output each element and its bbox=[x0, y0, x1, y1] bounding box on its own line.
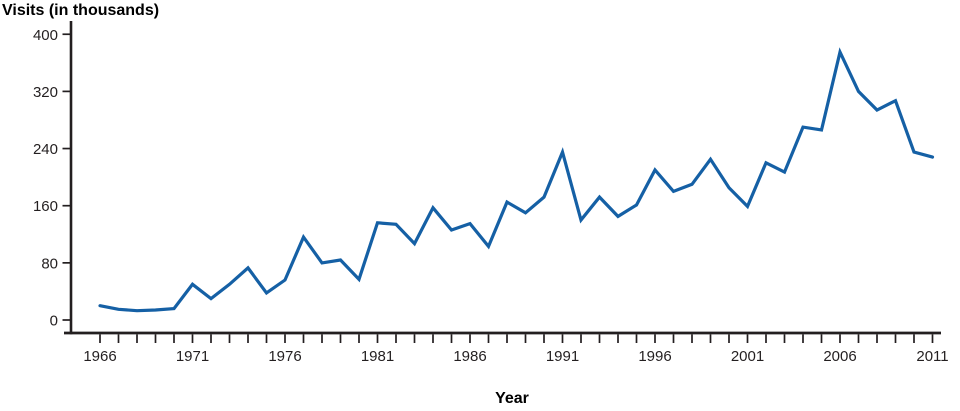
x-tick-label: 1991 bbox=[546, 348, 579, 365]
y-tick-label: 80 bbox=[41, 255, 58, 272]
x-axis-title: Year bbox=[495, 390, 529, 407]
x-tick-label: 1996 bbox=[638, 348, 671, 365]
x-axis: 1966 1971 1976 1981 1986 1991 1996 2001 2006 2011 bbox=[64, 331, 949, 365]
visits-trend-line bbox=[98, 47, 935, 313]
x-tick-label: 2011 bbox=[916, 348, 948, 365]
x-tick-label: 1976 bbox=[268, 348, 301, 365]
x-tick-label: 1966 bbox=[83, 348, 116, 365]
y-tick-label: 0 bbox=[50, 313, 58, 330]
y-axis: 0 80 160 240 320 400 bbox=[33, 21, 73, 335]
x-tick-label: 1971 bbox=[176, 348, 209, 365]
y-tick-label: 160 bbox=[33, 198, 58, 215]
y-tick-label: 320 bbox=[33, 84, 58, 101]
y-tick-label: 240 bbox=[33, 141, 58, 158]
x-tick-label: 2001 bbox=[731, 348, 764, 365]
y-tick-label: 400 bbox=[33, 27, 58, 44]
x-tick-label: 2006 bbox=[823, 348, 856, 365]
x-tick-label: 1981 bbox=[361, 348, 394, 365]
y-axis-title: Visits (in thousands) bbox=[2, 2, 159, 19]
x-tick-label: 1986 bbox=[453, 348, 486, 365]
